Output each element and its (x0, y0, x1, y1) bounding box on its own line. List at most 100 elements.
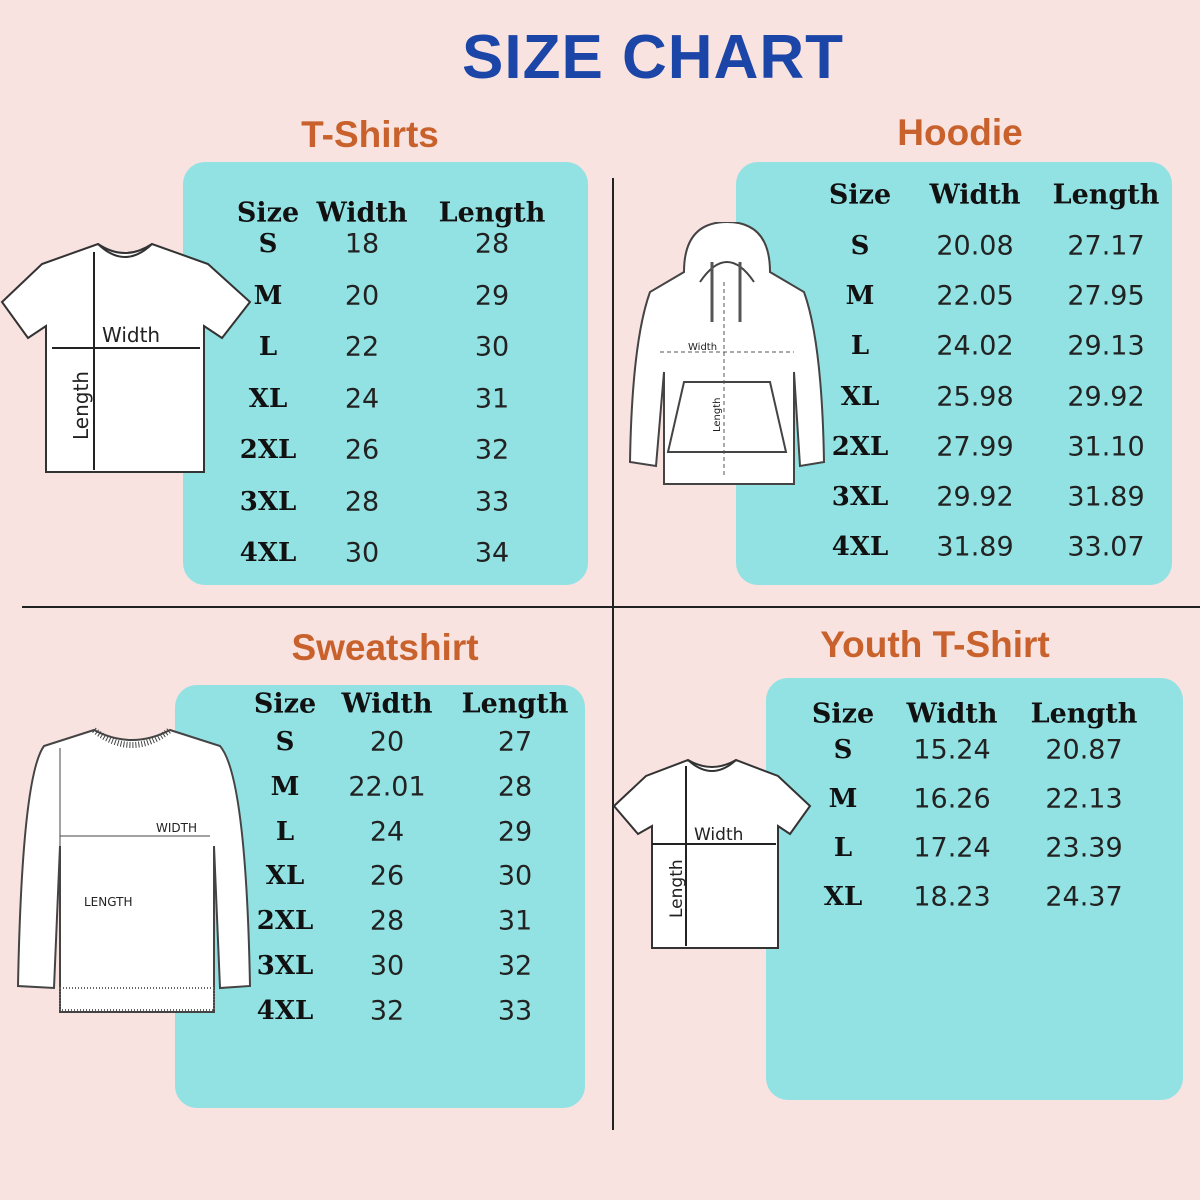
sweatshirt-width-cell: 28 (369, 905, 405, 937)
page-title: SIZE CHART (462, 23, 844, 92)
sweatshirt-diagram: WIDTH LENGTH (16, 727, 252, 1013)
sweatshirt-width-cell: 22.01 (348, 771, 426, 803)
youth-length-cell: 24.37 (1045, 881, 1123, 913)
tshirts-width-cell: 24 (344, 383, 380, 414)
hoodie-length-cell: 29.13 (1067, 330, 1145, 362)
tshirts-size-cell: M (253, 280, 283, 311)
hoodie-header-size: Size (828, 179, 892, 211)
sweatshirt-size-cell: M (270, 771, 300, 802)
tshirts-length-cell: 34 (474, 537, 510, 569)
youth-header-width: Width (906, 698, 998, 730)
youth-length-cell: 23.39 (1045, 832, 1123, 864)
youth-size-cell: S (833, 735, 853, 765)
tshirts-length-cell: 32 (474, 434, 510, 466)
hoodie-width-cell: 29.92 (936, 481, 1014, 513)
tshirts-length-cell: 29 (474, 280, 510, 311)
length-label: Length (69, 371, 93, 440)
tshirts-size-cell: XL (248, 383, 288, 414)
youth-width-cell: 17.24 (913, 832, 991, 864)
sweatshirt-width-cell: 24 (369, 816, 405, 848)
hoodie-size-cell: S (850, 231, 870, 261)
sweatshirt-header-size: Size (253, 688, 317, 720)
youth-header-size: Size (811, 698, 875, 730)
tshirts-header-size: Size (236, 197, 300, 229)
hoodie-width-cell: 25.98 (936, 381, 1014, 413)
hoodie-diagram: Width Length (628, 222, 826, 485)
width-label: Width (694, 825, 743, 845)
youth-size-cell: M (828, 784, 858, 814)
sweatshirt-size-cell: 3XL (256, 951, 314, 981)
hoodie-length-cell: 27.17 (1067, 230, 1145, 262)
sweatshirt-length-cell: 28 (497, 771, 533, 803)
sweatshirt-length-cell: 29 (497, 816, 533, 848)
youth-size-cell: L (833, 833, 853, 863)
divider-vertical (612, 178, 614, 1130)
hoodie-width-cell: 27.99 (936, 431, 1014, 463)
panel-youth (766, 678, 1183, 1100)
tshirts-width-cell: 18 (344, 228, 380, 260)
hoodie-size-cell: 3XL (831, 482, 889, 512)
tshirts-length-cell: 28 (474, 228, 510, 260)
hoodie-length-cell: 31.89 (1067, 481, 1145, 513)
hoodie-size-cell: XL (840, 381, 880, 412)
tshirts-size-cell: 2XL (239, 435, 297, 465)
panel-tshirts (183, 162, 588, 585)
width-label: Width (688, 342, 717, 353)
length-label: Length (667, 859, 687, 918)
youth-size-cell: XL (823, 882, 863, 912)
width-label: Width (102, 323, 160, 347)
tshirts-width-cell: 26 (344, 434, 380, 466)
length-label: LENGTH (84, 895, 132, 909)
hoodie-length-cell: 31.10 (1067, 431, 1145, 463)
tshirts-header-length: Length (438, 197, 546, 229)
sweatshirt-length-cell: 30 (497, 860, 533, 892)
youth-header-length: Length (1030, 698, 1138, 730)
section-title-sweatshirt: Sweatshirt (291, 627, 479, 668)
length-label: Length (712, 398, 723, 433)
sweatshirt-length-cell: 27 (497, 726, 533, 758)
tshirts-size-cell: L (258, 332, 278, 362)
hoodie-length-cell: 29.92 (1067, 381, 1145, 413)
tshirts-size-cell: 4XL (239, 538, 297, 568)
sweatshirt-size-cell: 2XL (256, 906, 314, 937)
sweatshirt-size-cell: S (275, 727, 295, 757)
sweatshirt-header-length: Length (461, 688, 569, 720)
youth-width-cell: 18.23 (913, 881, 991, 913)
sweatshirt-length-cell: 33 (497, 995, 533, 1027)
sweatshirt-length-cell: 32 (497, 950, 533, 982)
tshirts-size-cell: 3XL (239, 486, 297, 517)
hoodie-header-width: Width (929, 179, 1021, 211)
hoodie-width-cell: 20.08 (936, 230, 1014, 262)
sweatshirt-size-cell: L (275, 816, 295, 847)
hoodie-size-cell: 4XL (831, 532, 889, 563)
hoodie-size-cell: L (850, 331, 870, 362)
sweatshirt-size-cell: XL (265, 861, 305, 892)
sweatshirt-length-cell: 31 (497, 905, 533, 937)
section-title-youth: Youth T-Shirt (820, 624, 1050, 665)
tshirts-length-cell: 30 (474, 331, 510, 363)
hoodie-width-cell: 24.02 (936, 330, 1014, 362)
tshirts-size-cell: S (258, 229, 278, 259)
hoodie-width-cell: 22.05 (936, 280, 1014, 312)
sweatshirt-width-cell: 32 (369, 995, 405, 1027)
width-label: WIDTH (156, 821, 197, 835)
hoodie-width-cell: 31.89 (936, 531, 1014, 563)
sweatshirt-header-width: Width (341, 688, 433, 720)
youth-width-cell: 15.24 (913, 734, 991, 766)
divider-horizontal (22, 606, 1200, 608)
tshirts-length-cell: 33 (474, 486, 510, 517)
youth-width-cell: 16.26 (913, 783, 991, 815)
tshirts-header-width: Width (316, 197, 408, 229)
section-title-tshirts: T-Shirts (301, 114, 439, 155)
sweatshirt-width-cell: 30 (369, 950, 405, 982)
tshirts-width-cell: 22 (344, 331, 380, 363)
hoodie-length-cell: 27.95 (1067, 280, 1145, 312)
sweatshirt-width-cell: 26 (369, 860, 405, 892)
hoodie-header-length: Length (1052, 179, 1160, 211)
youth-length-cell: 20.87 (1045, 734, 1123, 766)
tshirts-width-cell: 28 (344, 486, 380, 517)
youth-length-cell: 22.13 (1045, 783, 1123, 815)
tshirts-width-cell: 20 (344, 280, 380, 311)
hoodie-size-cell: M (845, 281, 875, 312)
sweatshirt-size-cell: 4XL (256, 995, 314, 1026)
